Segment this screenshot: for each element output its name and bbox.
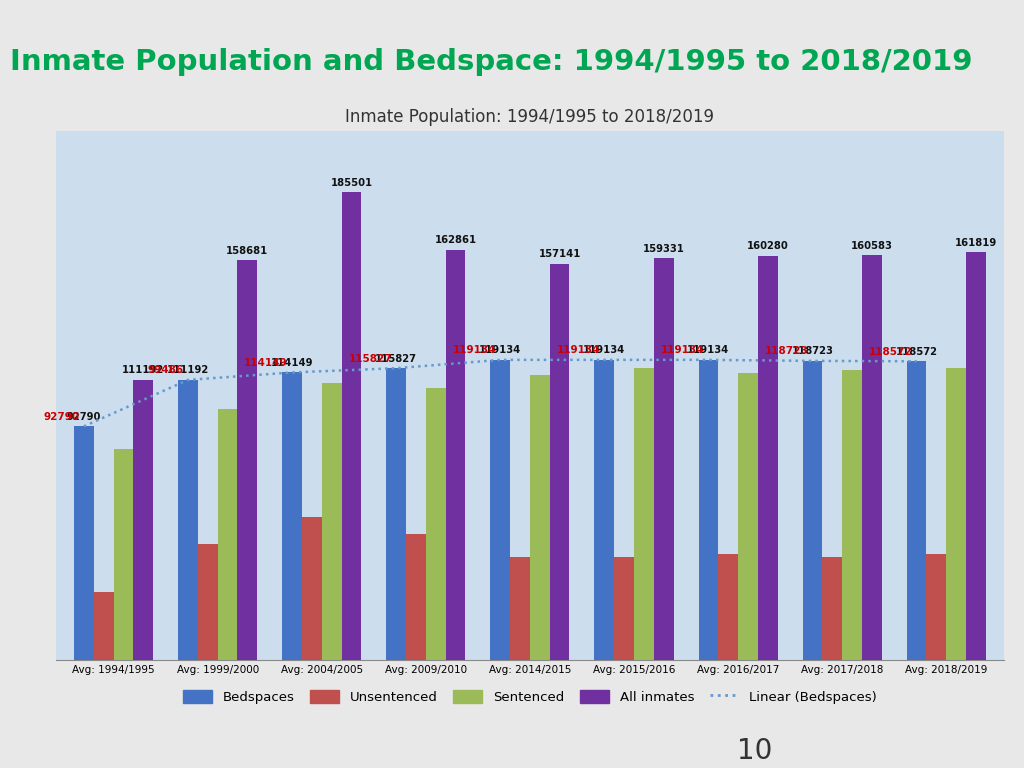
Text: 118572: 118572 — [896, 346, 938, 356]
Bar — [862, 255, 882, 660]
Text: 119134: 119134 — [557, 346, 600, 356]
Text: 115827: 115827 — [375, 353, 417, 364]
Bar — [445, 250, 465, 660]
Text: 10: 10 — [737, 737, 773, 765]
Bar — [738, 372, 758, 660]
Bar — [529, 376, 550, 660]
Bar — [946, 368, 966, 660]
Bar — [133, 380, 154, 660]
Bar — [238, 260, 257, 660]
Bar — [758, 256, 777, 660]
Text: 114149: 114149 — [270, 358, 313, 368]
Text: 118723: 118723 — [765, 346, 808, 356]
Text: 119134: 119134 — [584, 346, 626, 356]
Text: 115827: 115827 — [348, 353, 392, 364]
Text: 92790: 92790 — [44, 412, 80, 422]
Text: 92790: 92790 — [67, 412, 101, 422]
Text: 160583: 160583 — [851, 240, 893, 250]
Bar — [283, 372, 302, 660]
Text: 111192: 111192 — [122, 366, 165, 376]
Bar — [634, 368, 653, 660]
Bar — [114, 449, 133, 660]
Bar — [302, 517, 322, 660]
Text: 119134: 119134 — [479, 346, 521, 356]
Text: 99486: 99486 — [147, 366, 184, 376]
Bar — [94, 592, 114, 660]
Text: 160280: 160280 — [746, 241, 788, 251]
Bar — [74, 426, 94, 660]
Bar — [322, 383, 342, 660]
Bar — [550, 264, 569, 660]
Bar — [490, 360, 510, 660]
Text: 118723: 118723 — [792, 346, 834, 356]
Text: 157141: 157141 — [539, 250, 581, 260]
Bar — [718, 554, 738, 660]
Bar — [842, 370, 862, 660]
Bar — [927, 554, 946, 660]
Title: Inmate Population: 1994/1995 to 2018/2019: Inmate Population: 1994/1995 to 2018/201… — [345, 108, 715, 126]
Text: Inmate Population and Bedspace: 1994/1995 to 2018/2019: Inmate Population and Bedspace: 1994/199… — [10, 48, 973, 76]
Bar — [595, 360, 614, 660]
Bar — [218, 409, 238, 660]
Bar — [407, 535, 426, 660]
Bar — [614, 557, 634, 660]
Bar — [822, 557, 842, 660]
Bar — [966, 252, 986, 660]
Bar — [426, 388, 445, 660]
Bar — [803, 361, 822, 660]
Legend: Bedspaces, Unsentenced, Sentenced, All inmates, Linear (Bedspaces): Bedspaces, Unsentenced, Sentenced, All i… — [177, 684, 883, 710]
Bar — [698, 360, 718, 660]
Text: 159331: 159331 — [643, 244, 685, 254]
Text: 119134: 119134 — [660, 346, 705, 356]
Bar — [906, 361, 927, 660]
Text: 185501: 185501 — [331, 178, 373, 188]
Text: 161819: 161819 — [954, 237, 997, 247]
Text: 118572: 118572 — [868, 346, 912, 356]
Text: 111192: 111192 — [167, 366, 209, 376]
Bar — [653, 258, 674, 660]
Bar — [510, 557, 530, 660]
Text: 162861: 162861 — [434, 235, 476, 245]
Bar — [342, 192, 361, 660]
Text: 119134: 119134 — [687, 346, 729, 356]
Bar — [198, 545, 218, 660]
Text: 119134: 119134 — [453, 346, 496, 356]
Text: 158681: 158681 — [226, 246, 268, 256]
Bar — [178, 380, 198, 660]
Bar — [386, 368, 407, 660]
Text: 114149: 114149 — [245, 358, 288, 368]
